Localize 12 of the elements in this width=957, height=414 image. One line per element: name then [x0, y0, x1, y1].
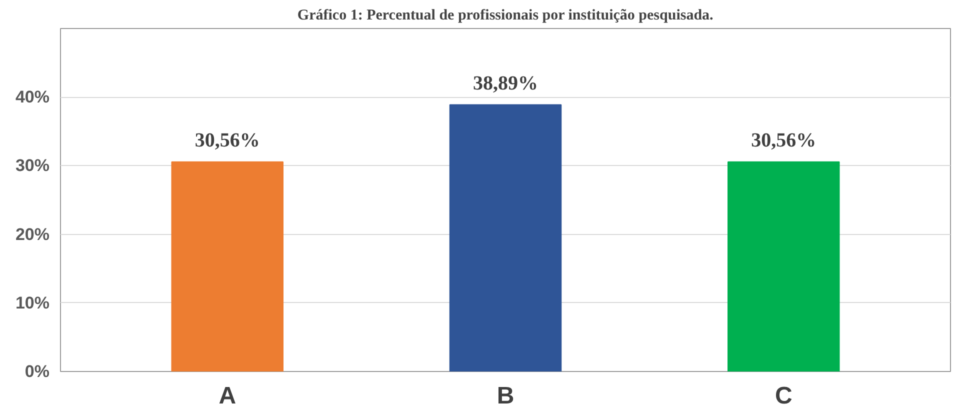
- y-tick-label: 30%: [15, 156, 50, 176]
- data-label: 30,56%: [194, 130, 260, 152]
- x-tick-label: B: [496, 382, 514, 410]
- y-tick-label: 20%: [15, 224, 50, 244]
- y-tick-label: 0%: [24, 362, 50, 381]
- y-tick-label: 10%: [15, 293, 50, 312]
- data-label: 30,56%: [751, 130, 816, 152]
- x-tick-label: A: [218, 382, 236, 410]
- y-tick-label: 40%: [15, 88, 50, 107]
- chart-title: Gráfico 1: Percentual de profissionais por instituição pesquisada.: [297, 8, 714, 24]
- x-tick-label: C: [774, 382, 792, 410]
- data-label: 38,89%: [473, 72, 538, 94]
